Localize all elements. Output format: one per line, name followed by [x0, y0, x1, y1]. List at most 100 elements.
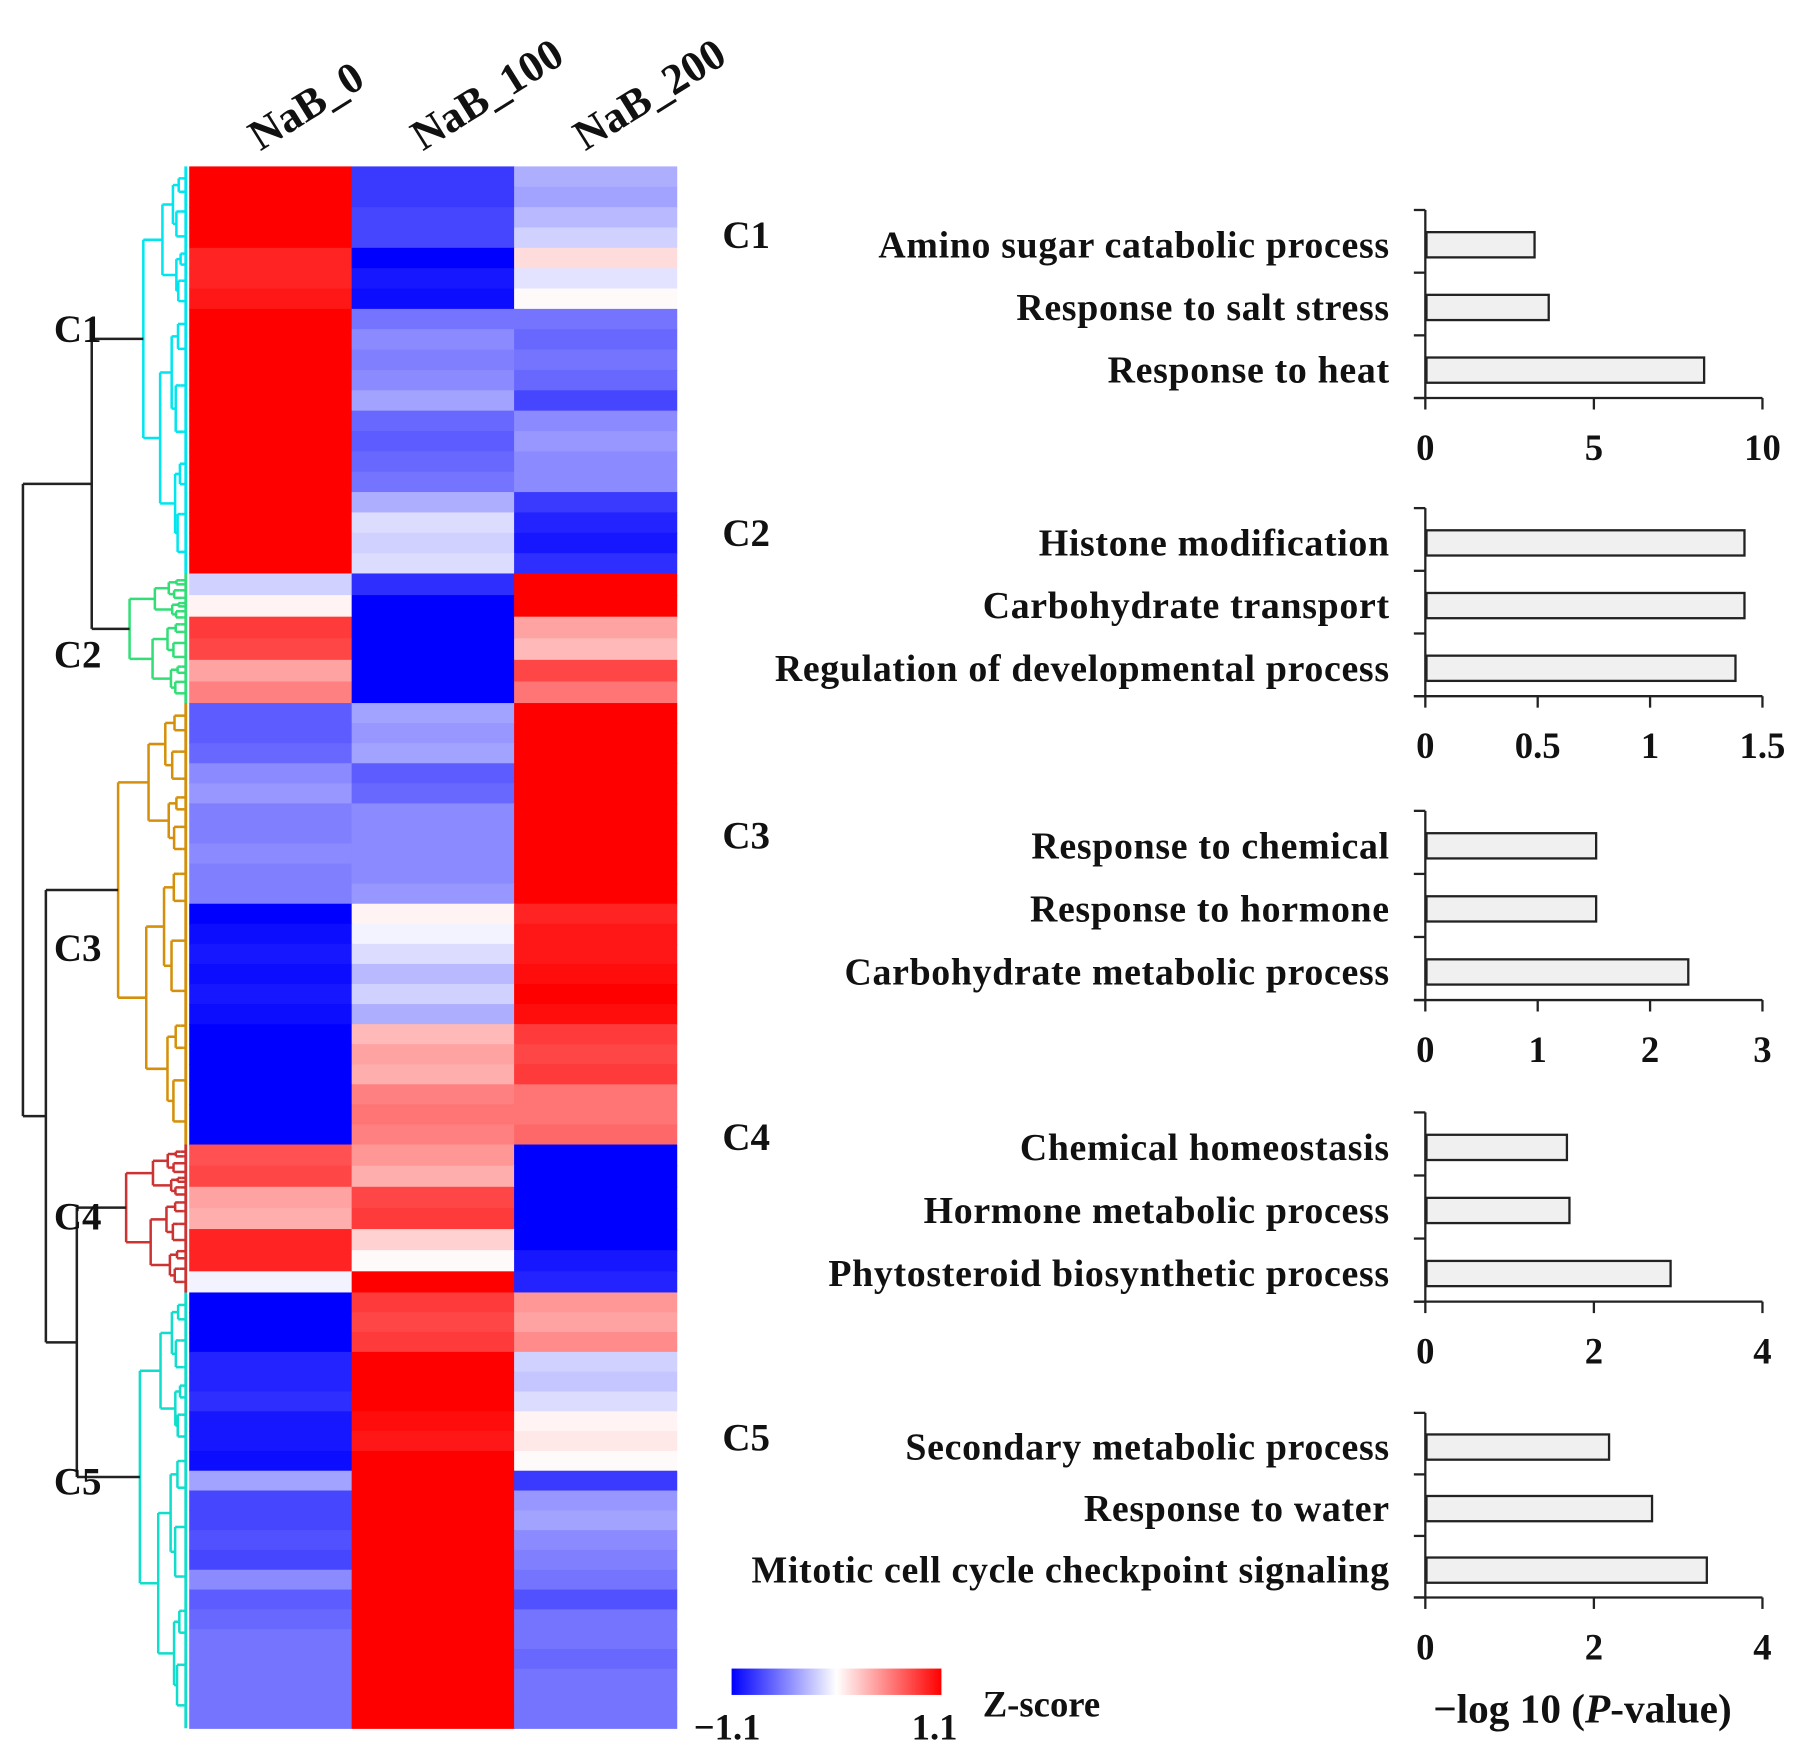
- heatmap-cell: [351, 1609, 515, 1630]
- heatmap-cell: [351, 1351, 515, 1373]
- heatmap-cell: [189, 1144, 353, 1167]
- heatmap-cell: [351, 553, 515, 575]
- heatmap-cell: [351, 329, 515, 351]
- bar-category-label: Carbohydrate transport: [983, 585, 1390, 627]
- bar: [1425, 1494, 1654, 1523]
- heatmap-cell: [351, 1004, 515, 1025]
- x-tick-label: 10: [1744, 427, 1781, 468]
- bar-category-label: Response to chemical: [1031, 825, 1389, 867]
- heatmap-cell: [514, 1569, 678, 1591]
- heatmap-cell: [514, 207, 678, 229]
- heatmap-cell: [514, 638, 678, 661]
- heatmap-cell: [351, 1510, 515, 1531]
- heatmap-cell: [514, 1450, 678, 1472]
- heatmap-cell: [189, 1271, 353, 1294]
- heatmap-cell: [514, 288, 678, 310]
- heatmap-cell: [351, 823, 515, 845]
- heatmap-cell: [189, 763, 353, 785]
- heatmap-cell: [514, 1351, 678, 1373]
- heatmap-cell: [351, 943, 515, 965]
- heatmap-cell: [514, 451, 678, 473]
- heatmap-cell: [514, 595, 678, 618]
- heatmap-cell: [189, 823, 353, 845]
- heatmap-cell: [351, 227, 515, 249]
- heatmap-cell: [189, 1648, 353, 1670]
- heatmap-cell: [514, 1688, 678, 1710]
- heatmap-cell: [351, 843, 515, 865]
- heatmap-cell: [351, 1549, 515, 1571]
- panel-cluster-label: C3: [722, 815, 770, 858]
- heatmap-cell: [514, 703, 678, 724]
- heatmap-cell: [189, 207, 353, 229]
- heatmap-cell: [514, 573, 678, 596]
- bar-category-label: Response to water: [1084, 1488, 1390, 1530]
- heatmap-cell: [351, 963, 515, 985]
- heatmap-cell: [189, 903, 353, 925]
- heatmap-cell: [514, 803, 678, 825]
- heatmap-cell: [351, 1084, 515, 1106]
- heatmap-cell: [189, 349, 353, 371]
- heatmap-cell: [514, 1004, 678, 1025]
- heatmap-cell: [514, 1312, 678, 1333]
- heatmap-cell: [189, 843, 353, 865]
- bar-panel-c3: C3 0 1 2 3 Response to chemical Response to ho…: [722, 809, 1772, 1070]
- heatmap-cell: [514, 743, 678, 764]
- heatmap-cell: [189, 1165, 353, 1188]
- heatmap-cell: [189, 1004, 353, 1025]
- bar-category-label: Hormone metabolic process: [924, 1190, 1390, 1232]
- bar-category-label: Regulation of developmental process: [775, 648, 1390, 690]
- heatmap-cell: [351, 1024, 515, 1045]
- x-tick-label: 5: [1585, 427, 1603, 468]
- bar-panel-c1: C1 0 5 10 Amino sugar catabolic process Respo…: [722, 208, 1781, 468]
- x-tick-label: 0: [1416, 1331, 1434, 1372]
- heatmap-cell: [351, 1371, 515, 1393]
- heatmap-cell: [514, 247, 678, 269]
- heatmap-cell: [189, 1044, 353, 1065]
- heatmap-cell: [189, 1332, 353, 1353]
- heatmap-cell: [514, 883, 678, 905]
- heatmap-cell: [351, 1708, 515, 1729]
- heatmap-cell: [514, 1332, 678, 1353]
- heatmap-cell: [514, 1371, 678, 1393]
- heatmap-cell: [351, 1165, 515, 1188]
- heatmap-cell: [351, 1431, 515, 1452]
- heatmap-cell: [514, 1144, 678, 1167]
- heatmap-cell: [189, 723, 353, 744]
- x-tick-label: 0.5: [1515, 725, 1561, 766]
- x-tick-label: 2: [1585, 1626, 1603, 1667]
- heatmap-cell: [351, 1104, 515, 1126]
- heatmap-cell: [189, 410, 353, 432]
- heatmap-cell: [189, 703, 353, 724]
- heatmap-cell: [189, 1549, 353, 1571]
- heatmap-cell: [351, 1186, 515, 1209]
- x-axis-title-suffix: -value): [1610, 1685, 1731, 1732]
- heatmap-cell: [514, 616, 678, 639]
- x-tick-label: 1: [1641, 725, 1659, 766]
- heatmap-cell: [351, 1470, 515, 1492]
- cluster-label: C4: [54, 1195, 102, 1238]
- heatmap-cell: [189, 863, 353, 885]
- heatmap-cell: [514, 166, 678, 188]
- x-tick-label: 2: [1585, 1331, 1603, 1372]
- heatmap-cell: [514, 1431, 678, 1452]
- heatmap-cell: [189, 1229, 353, 1251]
- heatmap-cell: [351, 1292, 515, 1313]
- heatmap-cell: [351, 1648, 515, 1670]
- heatmap-cell: [189, 1024, 353, 1045]
- heatmap-cell: [514, 553, 678, 575]
- heatmap-cell: [351, 1332, 515, 1353]
- heatmap-cell: [514, 1549, 678, 1571]
- heatmap-cell: [351, 903, 515, 925]
- bar: [1425, 895, 1598, 923]
- heatmap-cell: [514, 186, 678, 208]
- bar: [1425, 356, 1706, 384]
- heatmap-cell: [351, 1411, 515, 1432]
- heatmap-cell: [189, 638, 353, 661]
- heatmap-cell: [514, 659, 678, 683]
- heatmap-cell: [351, 1688, 515, 1710]
- heatmap-cell: [189, 308, 353, 330]
- heatmap-cell: [514, 1629, 678, 1650]
- heatmap-cell: [189, 329, 353, 351]
- heatmap-cell: [514, 1510, 678, 1531]
- bar: [1425, 832, 1598, 860]
